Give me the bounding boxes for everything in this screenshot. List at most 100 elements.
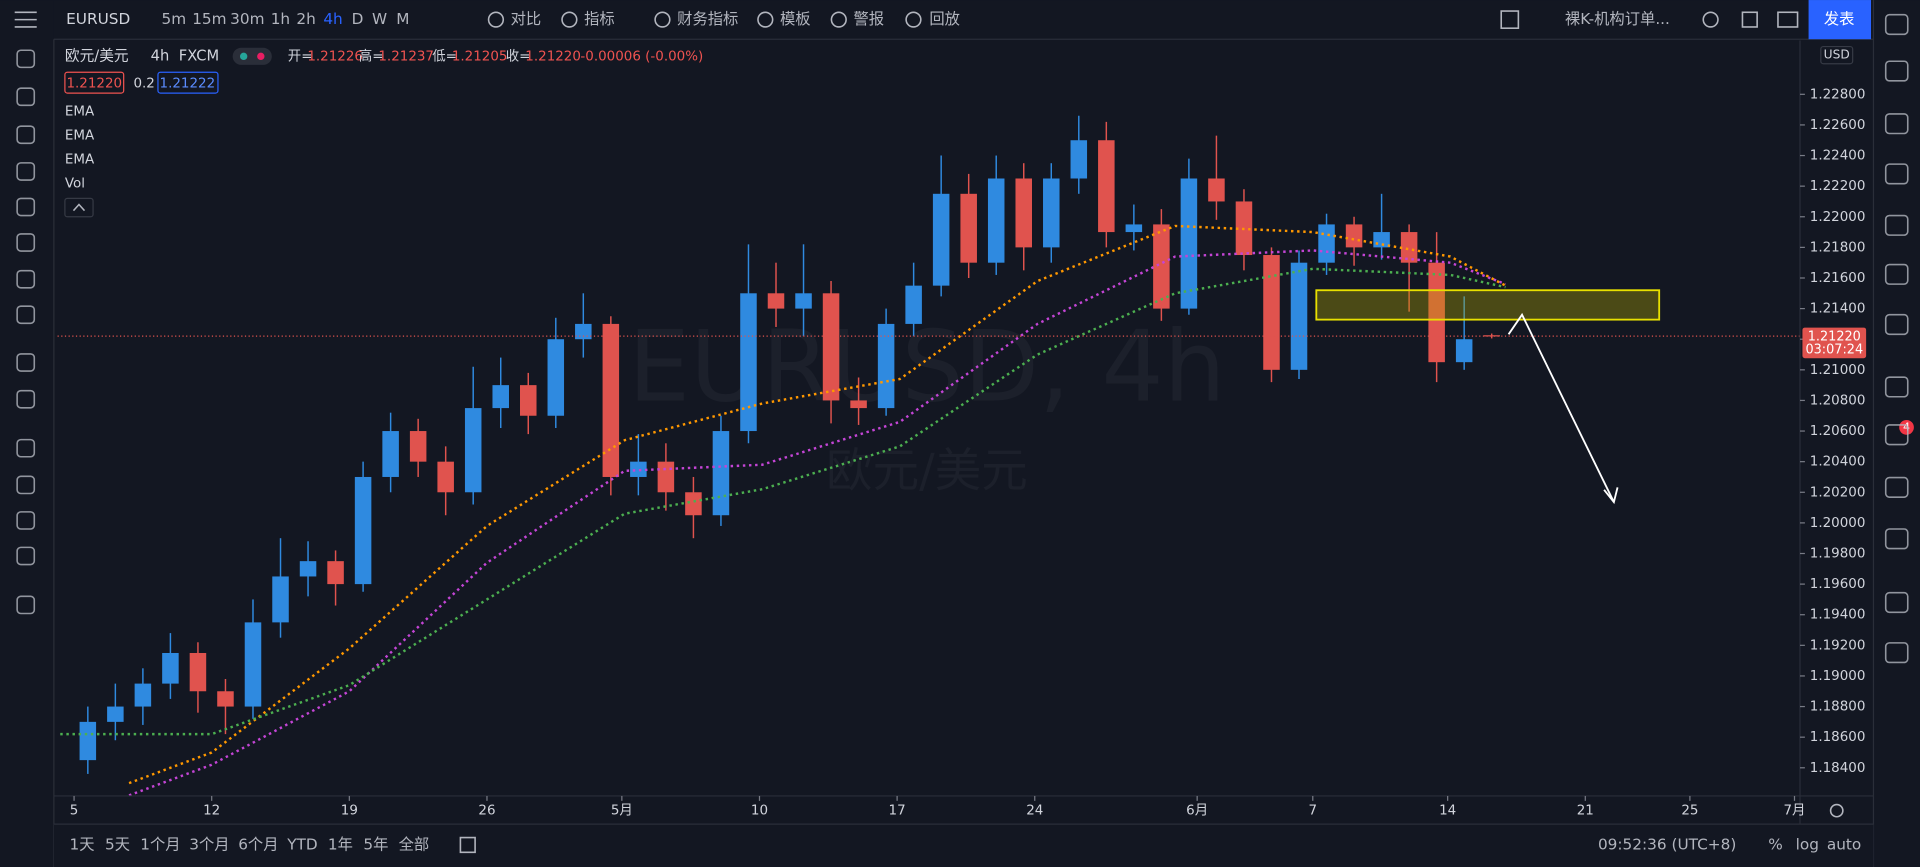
sidebar-button[interactable] [1884, 424, 1909, 446]
sidebar-button[interactable] [1884, 263, 1909, 285]
legend-source: FXCM [179, 47, 219, 64]
range-button[interactable]: YTD [286, 835, 317, 853]
clock: 09:52:36 (UTC+8) [1598, 835, 1736, 853]
x-tick-label: 10 [751, 804, 768, 819]
drawing-tool[interactable] [16, 305, 36, 325]
auto-toggle[interactable]: auto [1827, 835, 1861, 853]
sell-price[interactable]: 1.21220 [66, 76, 122, 91]
fullscreen-icon[interactable] [1741, 11, 1758, 28]
candle-body [987, 178, 1005, 263]
y-tick-label: 1.21800 [1810, 240, 1866, 255]
range-button[interactable]: 1个月 [140, 835, 180, 853]
log-toggle[interactable]: log [1796, 835, 1819, 853]
sidebar-button[interactable] [1884, 13, 1909, 36]
sidebar-button[interactable] [1884, 642, 1909, 664]
publish-button-bg[interactable] [1808, 0, 1872, 40]
sidebar-button[interactable] [1884, 591, 1909, 614]
candle-body [1290, 262, 1308, 370]
drawing-tool[interactable] [16, 125, 36, 145]
sidebar-button[interactable] [1884, 528, 1909, 550]
indicator-label[interactable]: EMA [65, 152, 95, 167]
axis-settings[interactable] [1829, 803, 1844, 818]
layout-icon[interactable] [1500, 10, 1520, 29]
indicator-label[interactable]: EMA [65, 128, 95, 143]
timeframe-button[interactable]: 1h [271, 10, 290, 28]
toolbar-button[interactable]: 警报 [853, 10, 884, 28]
drawing-tool[interactable] [16, 546, 36, 566]
menu-lines [14, 11, 37, 28]
y-tick-label: 1.22000 [1810, 210, 1866, 225]
currency[interactable]: USD [1824, 48, 1850, 62]
toolbar-button[interactable]: 回放 [929, 10, 960, 28]
drawing-tool[interactable] [16, 269, 36, 289]
x-tick-label: 5月 [611, 804, 633, 819]
collapse-legend[interactable] [64, 197, 94, 218]
price-tag-label: 1.21220 [1808, 329, 1861, 344]
snapshot-icon[interactable] [1777, 11, 1799, 28]
range-button[interactable]: 6个月 [238, 835, 278, 853]
sell-box[interactable] [64, 71, 125, 94]
range-button[interactable]: 5天 [105, 835, 130, 853]
drawing-tool[interactable] [16, 197, 36, 217]
drawing-tool[interactable] [16, 87, 36, 107]
zone-rectangle[interactable] [1315, 289, 1661, 321]
x-tick-label: 12 [203, 804, 220, 819]
toolbar-button[interactable]: 模板 [780, 10, 811, 28]
timeframe-button[interactable]: D [352, 10, 364, 28]
y-tick-label: 1.18800 [1810, 700, 1866, 715]
drawing-tool[interactable] [16, 162, 36, 181]
ohlc-change: -0.00006 (-0.00%) [580, 49, 703, 64]
x-tick-label: 17 [889, 804, 906, 819]
y-tick-label: 1.20600 [1810, 424, 1866, 439]
indicator-label[interactable]: Vol [65, 176, 85, 191]
toolbar-button[interactable]: 对比 [511, 10, 542, 28]
currency-box[interactable] [1820, 45, 1854, 65]
arrow-drawing[interactable] [1507, 312, 1615, 503]
sidebar-button[interactable] [1884, 376, 1909, 398]
candle-body [630, 461, 647, 477]
range-button[interactable]: 5年 [363, 835, 388, 853]
sidebar-button[interactable] [1884, 163, 1909, 185]
drawing-tool[interactable] [16, 233, 36, 252]
drawing-tool[interactable] [16, 595, 36, 615]
settings-icon[interactable] [1702, 11, 1719, 28]
publish-button[interactable]: 发表 [1824, 10, 1855, 28]
drawing-tool[interactable] [16, 353, 36, 372]
range-button[interactable]: 1天 [70, 835, 95, 853]
y-tick-label: 1.19800 [1810, 547, 1866, 562]
timeframe-button[interactable]: M [396, 10, 409, 28]
candle-body [162, 652, 179, 684]
drawing-tool[interactable] [16, 511, 36, 530]
sidebar-button[interactable] [1884, 476, 1909, 498]
timeframe-button[interactable]: 4h [323, 10, 342, 28]
percent-toggle[interactable]: % [1768, 835, 1783, 853]
drawing-tool[interactable] [16, 475, 36, 495]
layout-name[interactable]: 裸K-机构订单... [1565, 10, 1670, 28]
buy-price[interactable]: 1.21222 [160, 76, 216, 91]
range-button[interactable]: 3个月 [189, 835, 229, 853]
timeframe-button[interactable]: 15m [192, 10, 226, 28]
symbol-search[interactable]: EURUSD [66, 10, 130, 28]
date-range-icon[interactable] [459, 836, 476, 854]
toolbar-button[interactable]: 指标 [584, 10, 615, 28]
timeframe-button[interactable]: W [372, 10, 387, 28]
sidebar-button[interactable] [1884, 60, 1909, 82]
range-button[interactable]: 1年 [328, 835, 353, 853]
sidebar-button[interactable] [1884, 313, 1909, 336]
drawing-tool[interactable] [16, 438, 36, 458]
drawing-tool[interactable] [16, 49, 36, 69]
sidebar-button[interactable] [1884, 214, 1909, 236]
candle-body [327, 561, 344, 585]
toolbar-button[interactable]: 财务指标 [677, 10, 738, 28]
timeframe-button[interactable]: 5m [162, 10, 187, 28]
market-status[interactable] [232, 47, 272, 65]
drawing-tool[interactable] [16, 389, 36, 409]
indicator-label[interactable]: EMA [65, 104, 95, 119]
timeframe-button[interactable]: 30m [230, 10, 264, 28]
menu-icon[interactable] [14, 11, 37, 28]
sidebar-button[interactable] [1884, 113, 1909, 135]
range-button[interactable]: 全部 [399, 835, 430, 853]
y-tick-label: 1.22400 [1810, 149, 1866, 164]
timeframe-button[interactable]: 2h [296, 10, 315, 28]
buy-box[interactable] [157, 71, 219, 94]
